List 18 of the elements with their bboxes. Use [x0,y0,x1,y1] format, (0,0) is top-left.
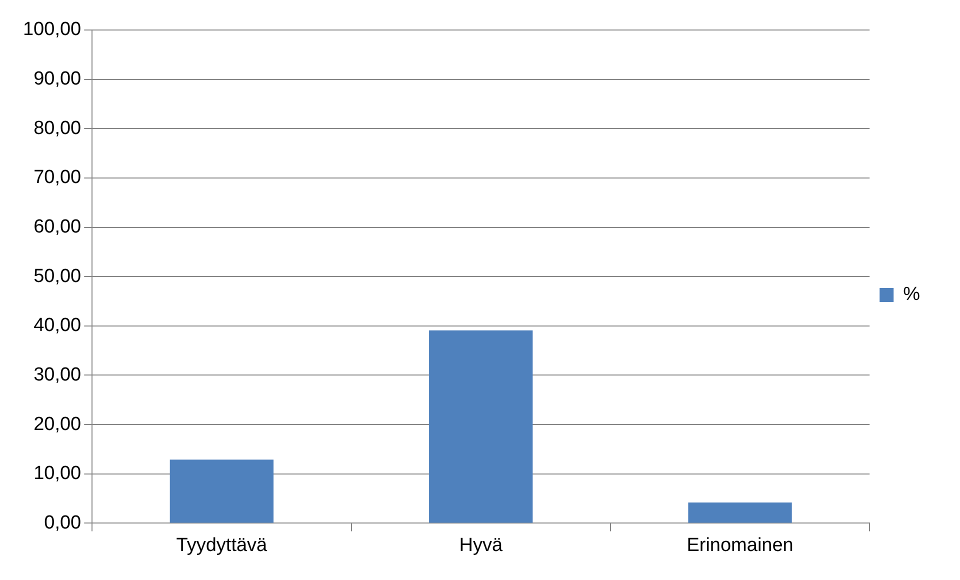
x-tick-label: Hyvä [459,534,503,556]
bar [170,460,274,523]
y-tick-label: 100,00 [22,19,82,40]
y-tick-label: 70,00 [34,167,82,188]
y-tick-label: 30,00 [34,364,82,386]
y-tick-label: 40,00 [34,315,82,336]
x-tick-label: Erinomainen [686,534,794,556]
y-tick-label: 10,00 [34,463,82,484]
y-tick-label: 60,00 [34,216,82,238]
y-tick-label: 20,00 [34,414,82,435]
y-tick-label: 80,00 [34,118,82,139]
bar [688,502,792,523]
bar [429,330,533,523]
y-tick-label: 90,00 [34,68,82,90]
legend-label: % [903,284,920,306]
y-tick-label: 50,00 [34,266,82,287]
x-tick-label: Tyydyttävä [176,534,268,556]
y-tick-label: 0,00 [44,512,82,534]
